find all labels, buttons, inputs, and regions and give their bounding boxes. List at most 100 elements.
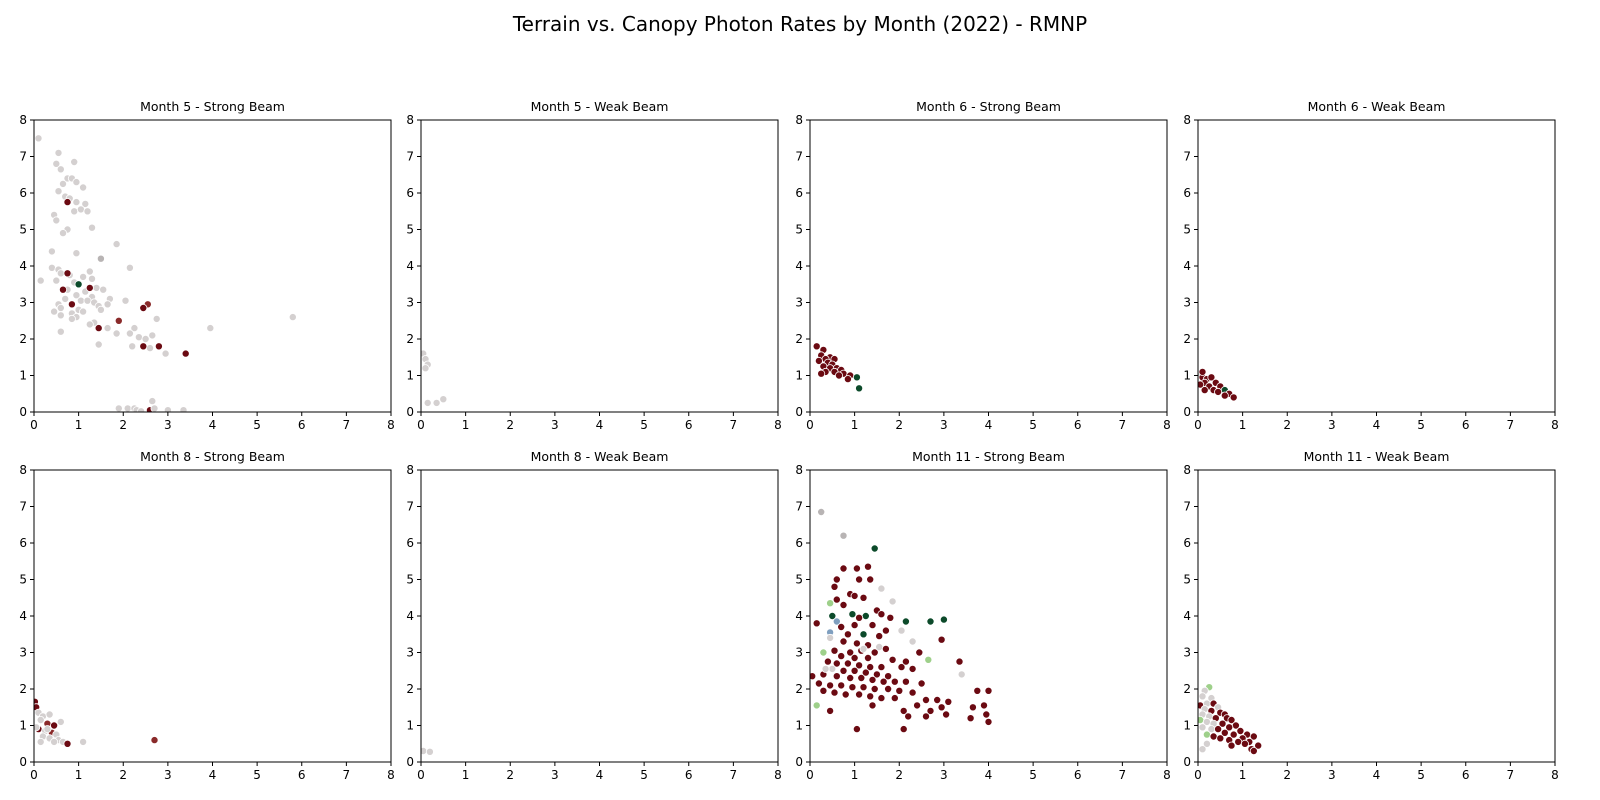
data-point [819,648,828,657]
axes-frame [1197,119,1556,413]
data-point [814,679,823,688]
x-tick-label: 3 [551,768,559,782]
x-tick-label: 1 [851,418,859,432]
data-point [866,663,875,672]
y-tick-label: 1 [19,369,27,383]
subplot-2: Month 5 - Weak Beam 0 1 2 3 4 5 6 7 8 0 1 2 3 4 5 6 7 8 [406,99,781,432]
data-point [1227,741,1236,750]
subplot-5: Month 8 - Strong Beam 0 1 2 3 4 5 6 7 8 0 1 2 3 4 5 6 7 8 [19,449,394,782]
x-tick-label: 7 [730,768,738,782]
y-tick-label: 6 [795,186,803,200]
data-point [857,674,866,683]
y-tick-label: 7 [19,500,27,514]
y-tick-label: 0 [406,755,414,769]
data-point [984,717,993,726]
y-tick-label: 4 [1183,259,1191,273]
data-point [50,307,59,316]
x-tick-label: 3 [164,768,172,782]
data-point [937,635,946,644]
y-tick-label: 6 [1183,536,1191,550]
data-point [980,701,989,710]
x-tick-label: 2 [506,768,514,782]
y-tick-label: 6 [1183,186,1191,200]
y-tick-label: 0 [19,755,27,769]
x-tick-label: 1 [1239,768,1247,782]
data-point [957,670,966,679]
x-tick-label: 2 [895,418,903,432]
data-point [837,681,846,690]
y-tick-label: 6 [406,536,414,550]
x-tick-label: 5 [253,768,261,782]
data-point [850,666,859,675]
data-point [1229,393,1238,402]
data-point [859,593,868,602]
data-point [70,157,79,166]
axes-frame [33,119,392,413]
data-point [63,198,72,207]
axes-frame [1197,469,1556,763]
y-tick-label: 5 [406,573,414,587]
data-point [828,664,837,673]
data-point [1220,391,1229,400]
data-point [1254,741,1263,750]
data-point [63,269,72,278]
y-tick-label: 4 [19,609,27,623]
y-tick-label: 5 [19,223,27,237]
data-point [85,320,94,329]
data-point [72,198,81,207]
y-tick-label: 2 [406,332,414,346]
data-point [1216,734,1225,743]
data-point [288,313,297,322]
data-point [1236,727,1245,736]
x-tick-label: 3 [551,418,559,432]
subplot-title: Month 6 - Strong Beam [916,99,1061,114]
data-point [915,648,924,657]
x-tick-label: 0 [417,768,425,782]
y-tick-label: 0 [19,405,27,419]
x-tick-label: 7 [730,418,738,432]
data-point [886,613,895,622]
y-tick-label: 3 [19,296,27,310]
data-point [864,654,873,663]
y-tick-label: 3 [795,296,803,310]
data-point [56,311,65,320]
x-tick-label: 8 [387,418,395,432]
data-point [1214,725,1223,734]
data-point [877,610,886,619]
data-point [832,672,841,681]
y-tick-label: 4 [1183,609,1191,623]
data-point [79,272,88,281]
data-point [823,657,832,666]
data-point [843,630,852,639]
data-point [870,685,879,694]
subplot-title: Month 6 - Weak Beam [1308,99,1446,114]
data-point [884,672,893,681]
y-tick-label: 2 [795,332,803,346]
data-point [421,364,430,373]
y-tick-label: 7 [795,150,803,164]
x-tick-label: 6 [298,418,306,432]
data-point [881,626,890,635]
x-tick-label: 2 [119,768,127,782]
data-point [877,584,886,593]
data-point [59,285,68,294]
data-point [899,706,908,715]
data-point [52,276,61,285]
y-tick-label: 8 [795,463,803,477]
data-point [835,371,844,380]
y-tick-label: 1 [406,369,414,383]
data-point [861,612,870,621]
data-point [843,375,852,384]
data-point [942,710,951,719]
subplot-1: Month 5 - Strong Beam 0 1 2 3 4 5 6 7 8 0 1 2 3 4 5 6 7 8 [19,99,394,432]
data-point [855,384,864,393]
y-tick-label: 2 [406,682,414,696]
data-point [922,712,931,721]
x-tick-label: 8 [1163,768,1171,782]
y-tick-label: 1 [795,719,803,733]
y-tick-label: 2 [1183,682,1191,696]
data-point [897,663,906,672]
y-tick-label: 8 [19,113,27,127]
data-point [88,223,97,232]
